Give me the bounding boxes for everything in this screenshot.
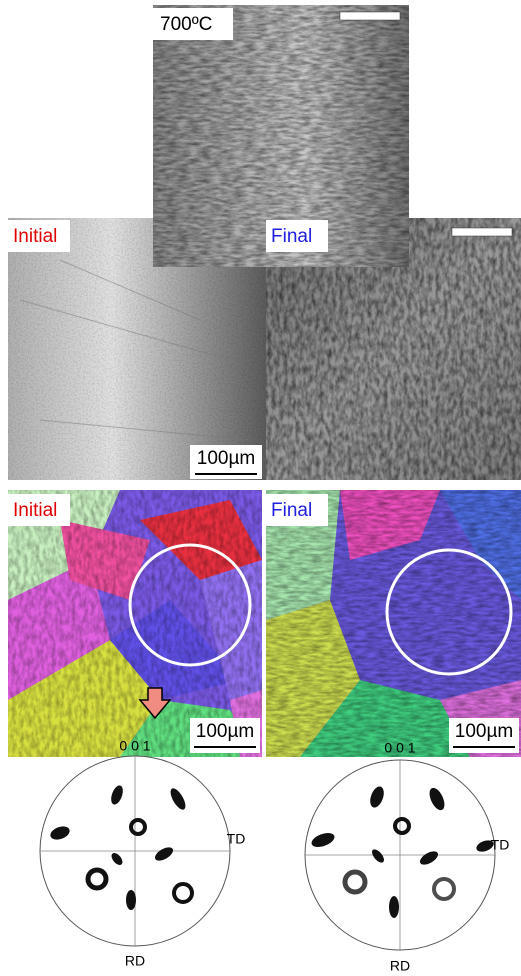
td-label: TD bbox=[491, 837, 510, 853]
page: Micrographs, EBSD maps and pole figures … bbox=[0, 0, 521, 976]
scale-bar-label: 100µm bbox=[196, 721, 254, 742]
initial-label: Initial bbox=[13, 226, 57, 247]
final-label: Final bbox=[271, 500, 312, 521]
temperature-label: 700ºC bbox=[160, 14, 212, 35]
td-label: TD bbox=[227, 831, 246, 847]
pole-figure-title: 0 0 1 bbox=[119, 738, 150, 754]
page-body: 700ºC Initial Final 100µm Initial Final … bbox=[0, 0, 521, 976]
rd-label: RD bbox=[125, 953, 145, 969]
scale-bar-label: 100µm bbox=[455, 721, 513, 742]
figure: 700ºC Initial Final 100µm Initial Final … bbox=[0, 0, 521, 976]
pole-figure-title: 0 0 1 bbox=[384, 740, 415, 756]
pole-figure-initial bbox=[40, 756, 230, 946]
initial-label: Initial bbox=[13, 500, 57, 521]
ebsd-initial bbox=[8, 490, 262, 757]
rd-label: RD bbox=[390, 958, 410, 974]
final-label: Final bbox=[271, 226, 312, 247]
scale-bar-label: 100µm bbox=[197, 448, 255, 469]
pole-figure-final bbox=[305, 760, 495, 950]
ebsd-final bbox=[266, 490, 521, 757]
